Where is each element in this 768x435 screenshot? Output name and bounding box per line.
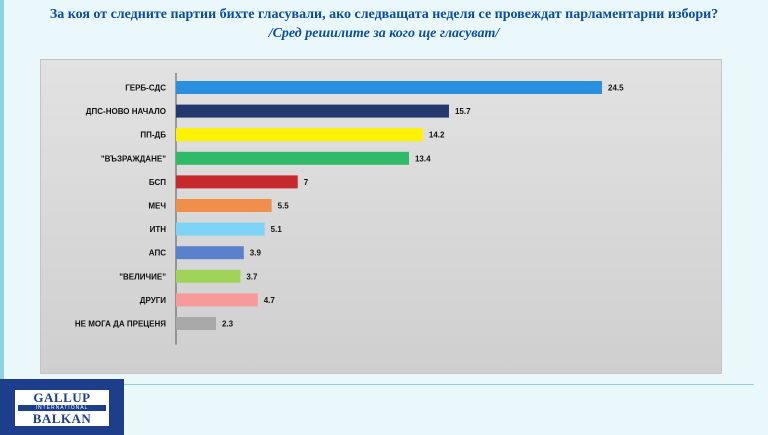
footer-divider	[124, 384, 754, 385]
bar-chart: ГЕРБ-СДС 24.5 ДПС-НОВО НАЧАЛО 15.7 ПП-ДБ 14.2…	[75, 73, 624, 345]
category-label: ДПС-НОВО НАЧАЛО	[86, 107, 166, 116]
data-label: 7	[304, 178, 309, 187]
category-label: АПС	[149, 249, 166, 258]
bar	[176, 317, 216, 330]
data-label: 5.1	[271, 225, 283, 234]
bar	[176, 175, 298, 189]
bar	[176, 222, 265, 236]
title-block: За коя от следните партии бихте гласувал…	[0, 6, 768, 42]
data-label: 15.7	[455, 107, 471, 116]
bar	[176, 246, 244, 260]
category-label: ГЕРБ-СДС	[125, 84, 166, 93]
data-label: 5.5	[278, 202, 290, 211]
data-label: 3.9	[250, 249, 262, 258]
data-label: 13.4	[415, 154, 431, 163]
category-label: "ВЕЛИЧИЕ"	[119, 272, 166, 281]
data-label: 4.7	[264, 296, 276, 305]
category-label: "ВЪЗРАЖДАНЕ"	[101, 154, 166, 163]
bar	[176, 199, 272, 212]
bar	[176, 128, 423, 142]
logo-text-middle: INTERNATIONAL	[18, 405, 106, 411]
logo-text-bottom: BALKAN	[32, 411, 92, 426]
chart-title: За коя от следните партии бихте гласувал…	[49, 7, 719, 22]
category-label: ДРУГИ	[140, 296, 166, 305]
bar	[176, 269, 241, 283]
data-label: 14.2	[429, 131, 445, 140]
slide-left-border	[0, 0, 4, 435]
category-label: МЕЧ	[148, 202, 166, 211]
category-label: ПП-ДБ	[140, 131, 166, 140]
data-label: 2.3	[222, 320, 234, 329]
category-label: НЕ МОГА ДА ПРЕЦЕНЯ	[75, 320, 166, 329]
category-label: ИТН	[150, 225, 167, 234]
logo-text-top: GALLUP	[33, 390, 91, 405]
logo-frame: GALLUP INTERNATIONAL BALKAN	[14, 389, 110, 427]
gallup-logo: GALLUP INTERNATIONAL BALKAN	[0, 379, 124, 435]
bar	[176, 104, 449, 118]
bar	[176, 81, 602, 94]
chart-panel: ГЕРБ-СДС 24.5 ДПС-НОВО НАЧАЛО 15.7 ПП-ДБ 14.2…	[40, 59, 722, 374]
bar	[176, 293, 258, 307]
data-label: 3.7	[246, 272, 258, 281]
bar	[176, 151, 409, 165]
chart-subtitle: /Сред решилите за кого ще гласуват/	[268, 26, 500, 41]
data-label: 24.5	[608, 84, 624, 93]
category-label: БСП	[149, 178, 166, 187]
